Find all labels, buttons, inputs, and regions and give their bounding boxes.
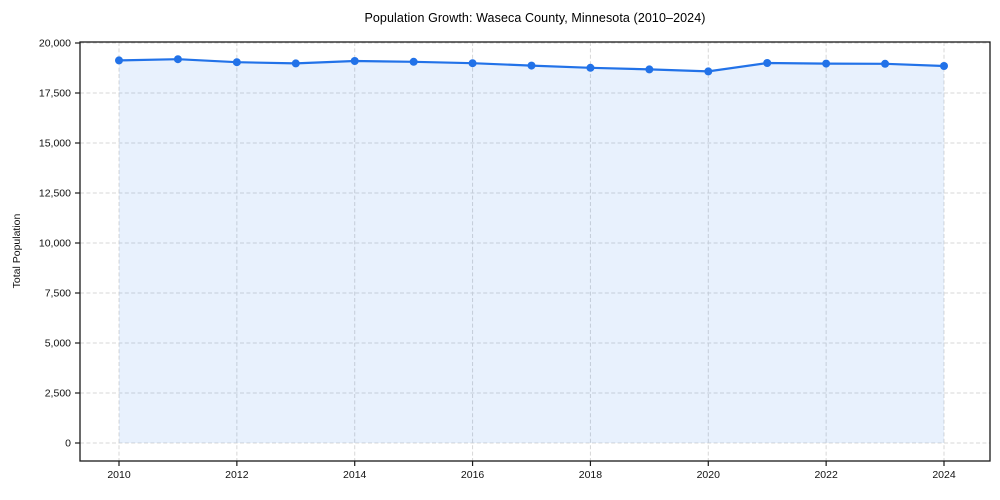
data-point [586, 63, 595, 72]
data-point [291, 59, 300, 68]
data-point [350, 57, 359, 65]
data-point [763, 59, 772, 67]
y-tick-label: 2,500 [45, 388, 71, 400]
data-point [822, 59, 831, 68]
x-tick-label: 2018 [579, 469, 603, 481]
x-tick-label: 2016 [461, 469, 485, 481]
data-point [115, 56, 123, 65]
data-point [704, 67, 713, 76]
area-fill [119, 59, 944, 443]
y-tick-label: 15,000 [39, 138, 71, 150]
data-point [940, 62, 948, 70]
data-point [173, 55, 182, 64]
data-point [527, 61, 536, 70]
y-tick-label: 20,000 [39, 38, 71, 50]
x-tick-label: 2012 [225, 469, 249, 481]
x-tick-label: 2014 [343, 469, 367, 481]
y-tick-label: 10,000 [39, 238, 71, 250]
data-point [881, 59, 890, 68]
y-tick-label: 17,500 [39, 88, 71, 100]
data-point [468, 59, 477, 68]
x-tick-label: 2024 [932, 469, 956, 481]
y-tick-label: 7,500 [45, 288, 71, 300]
data-point [409, 57, 418, 66]
y-tick-label: 0 [65, 438, 71, 450]
y-tick-label: 12,500 [39, 188, 71, 200]
axes-frame [79, 41, 991, 462]
x-tick-label: 2022 [814, 469, 838, 481]
data-point [232, 58, 241, 67]
chart-title: Population Growth: Waseca County, Minnes… [364, 11, 706, 25]
plot-background [80, 42, 990, 461]
x-tick-label: 2010 [107, 469, 131, 481]
x-tick-label: 2020 [697, 469, 721, 481]
y-tick-label: 5,000 [45, 338, 71, 350]
data-point [645, 65, 654, 74]
